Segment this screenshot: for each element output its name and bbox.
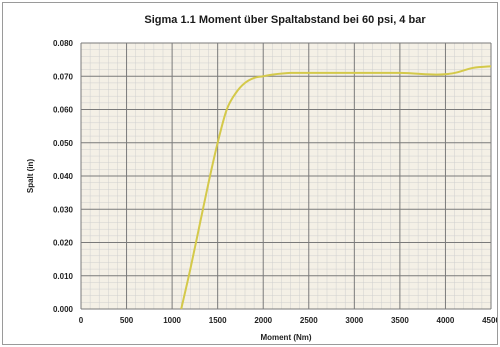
x-tick-labels: 0 500 1000 1500 2000 2500 3000 3500 4000 4500 (79, 316, 497, 325)
grid-lines (80, 42, 492, 310)
y-tick-label: 0.010 (53, 272, 74, 281)
x-tick-label: 1500 (209, 316, 227, 325)
y-tick-label: 0.020 (53, 239, 74, 248)
x-tick-label: 500 (120, 316, 134, 325)
x-tick-label: 3500 (391, 316, 409, 325)
x-tick-label: 4500 (482, 316, 497, 325)
line-chart: Sigma 1.1 Moment über Spaltabstand bei 6… (26, 14, 497, 342)
x-tick-label: 4000 (437, 316, 455, 325)
y-tick-label: 0.040 (53, 172, 74, 181)
x-axis-label: Moment (Nm) (260, 333, 311, 342)
x-tick-label: 3000 (345, 316, 363, 325)
chart-title: Sigma 1.1 Moment über Spaltabstand bei 6… (144, 14, 426, 26)
series-line (180, 65, 492, 310)
y-tick-label: 0.050 (53, 139, 74, 148)
y-tick-label: 0.030 (53, 205, 74, 214)
y-tick-labels: 0.000 0.010 0.020 0.030 0.040 0.050 0.060 0.070… (53, 39, 74, 314)
x-tick-label: 0 (79, 316, 84, 325)
y-tick-label: 0.000 (53, 305, 74, 314)
x-tick-label: 1000 (163, 316, 181, 325)
x-tick-label: 2000 (254, 316, 272, 325)
x-tick-label: 2500 (300, 316, 318, 325)
y-tick-label: 0.080 (53, 39, 74, 48)
y-tick-label: 0.070 (53, 72, 74, 81)
y-tick-label: 0.060 (53, 106, 74, 115)
y-axis-label: Spalt (in) (26, 159, 35, 194)
